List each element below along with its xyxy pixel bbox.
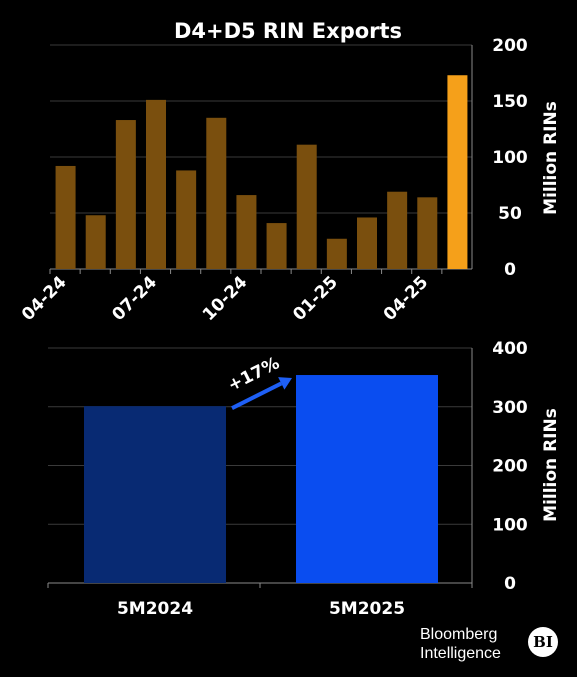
bloomberg-intelligence-logo: Bloomberg Intelligence BI: [420, 625, 570, 665]
ytd-comparison-chart: 0 100 200 300 400 5M2024 5M2025 +17% Million RIN…: [47, 339, 561, 619]
y-tick-label: 0: [504, 260, 516, 280]
y-tick-label: 400: [492, 339, 528, 359]
y-tick-label: 100: [492, 148, 528, 168]
monthly-exports-chart: 0 50 100 150 200 04-24 07-24 10-24 01-25 04-25 Mil…: [18, 36, 561, 325]
y-tick-label: 150: [492, 92, 528, 112]
bar-12-24: [296, 144, 317, 269]
bar-5M2025: [296, 375, 438, 583]
bar-05-24: [85, 215, 106, 269]
bar-11-24: [266, 223, 287, 269]
chart-title: D4+D5 RIN Exports: [174, 19, 402, 43]
y-tick-label: 200: [492, 457, 528, 477]
bar-5M2024: [84, 406, 226, 583]
bar-03-25: [387, 191, 408, 269]
y-tick-label: 100: [492, 515, 528, 535]
y-tick-label: 0: [504, 574, 516, 594]
logo-line-2: Intelligence: [420, 645, 501, 662]
growth-annotation: +17%: [225, 353, 283, 396]
bar-07-24: [146, 99, 166, 269]
x-tick-label: 07-24: [108, 272, 161, 325]
bar-05-25: [447, 75, 468, 270]
growth-arrow-line: [231, 381, 283, 410]
logo-line-1: Bloomberg: [420, 626, 498, 643]
bar-06-24: [115, 120, 136, 269]
bar-04-24: [55, 165, 76, 269]
bar-01-25: [326, 238, 347, 269]
bi-badge-icon: BI: [528, 627, 558, 657]
y-axis-title: Million RINs: [541, 101, 561, 215]
y-axis-title: Million RINs: [541, 408, 561, 522]
bar-02-25: [357, 217, 377, 269]
y-tick-label: 50: [498, 204, 522, 224]
bar-04-25: [417, 197, 438, 269]
x-tick-label: 5M2024: [117, 599, 193, 619]
y-tick-label: 300: [492, 398, 528, 418]
x-tick-label: 01-25: [289, 272, 342, 325]
x-tick-label: 04-24: [18, 272, 71, 325]
x-tick-label: 5M2025: [329, 599, 405, 619]
bar-09-24: [206, 117, 227, 269]
x-tick-label: 10-24: [199, 272, 252, 325]
growth-arrow-icon: [278, 377, 292, 390]
bar-08-24: [176, 170, 197, 269]
bar-10-24: [236, 195, 257, 269]
x-tick-label: 04-25: [380, 272, 433, 325]
y-tick-label: 200: [492, 36, 528, 56]
